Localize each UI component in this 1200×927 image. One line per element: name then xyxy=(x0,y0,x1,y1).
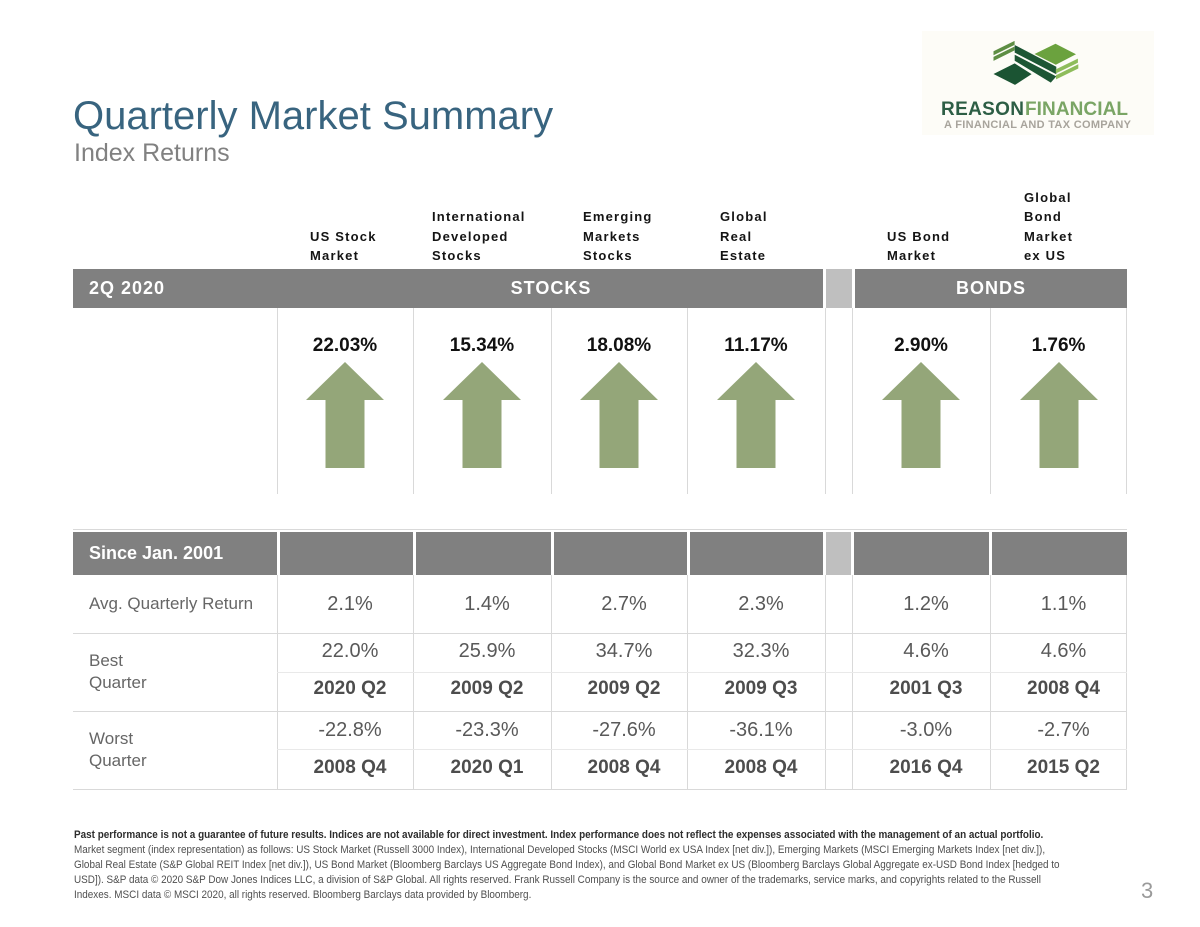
svg-text:A FINANCIAL AND TAX COMPANY: A FINANCIAL AND TAX COMPANY xyxy=(944,119,1132,131)
svg-text:REASON: REASON xyxy=(941,99,1024,120)
svg-text:FINANCIAL: FINANCIAL xyxy=(1025,99,1128,120)
